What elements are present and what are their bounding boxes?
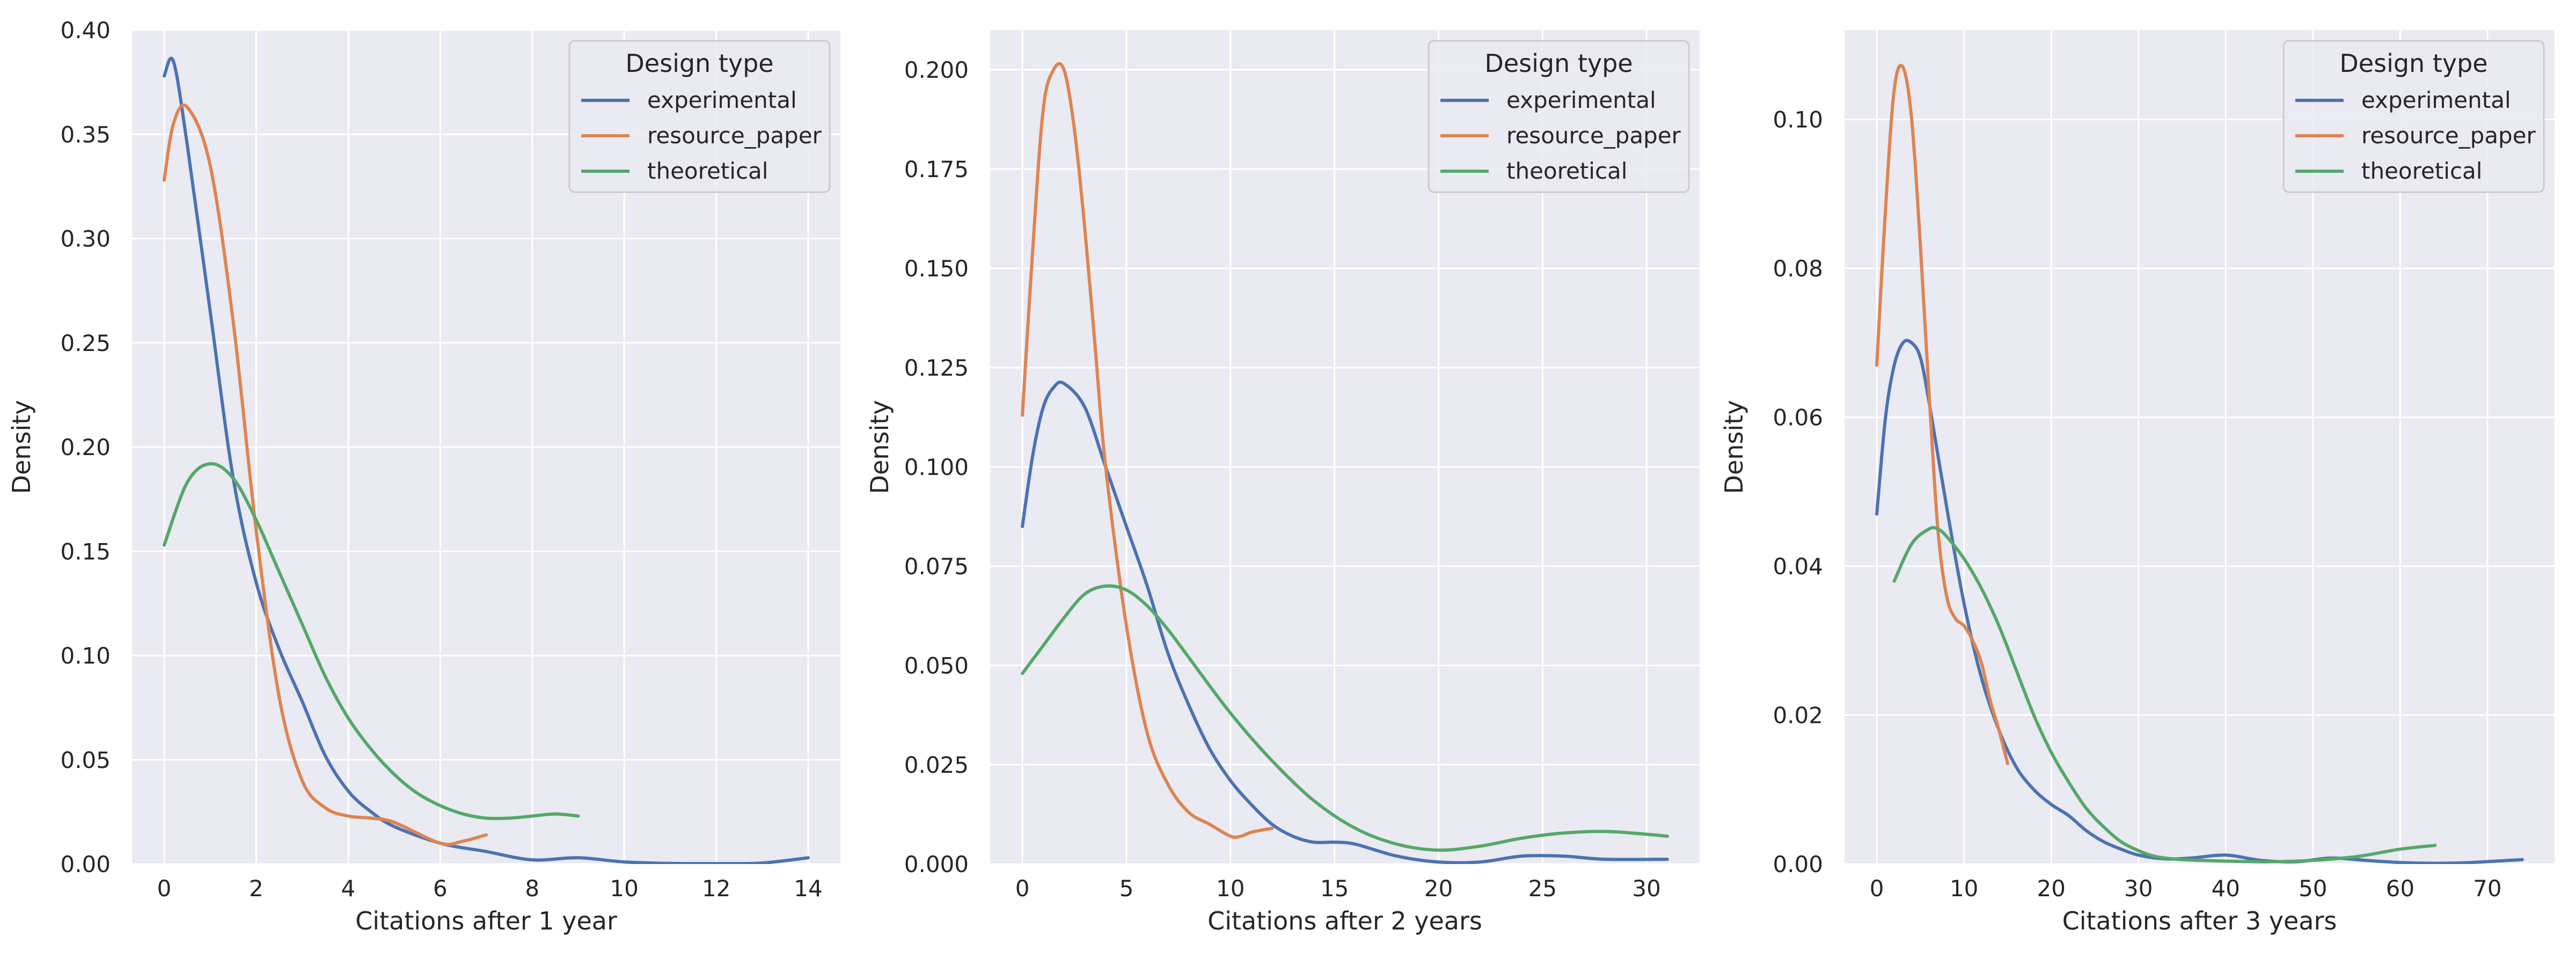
x-tick-label: 0 bbox=[1870, 875, 1884, 902]
x-tick-label: 40 bbox=[2212, 875, 2240, 902]
x-tick-label: 14 bbox=[794, 875, 822, 902]
x-tick-label: 10 bbox=[610, 875, 638, 902]
y-tick-label: 0.175 bbox=[904, 156, 969, 182]
chart-panel-1: 0 2 4 6 8 10 12 14 0.00 0.05 0.10 0.15 0.20 0.25 0.30 0… bbox=[7, 17, 840, 935]
x-tick-label: 70 bbox=[2473, 875, 2501, 902]
x-tick-label: 12 bbox=[702, 875, 730, 902]
series-line-resource_paper bbox=[163, 103, 488, 846]
x-tick-label: 4 bbox=[341, 875, 355, 902]
x-tick-label: 25 bbox=[1528, 875, 1557, 902]
y-tick-label: 0.100 bbox=[904, 454, 969, 480]
x-tick-label: 50 bbox=[2299, 875, 2327, 902]
x-axis-label: Citations after 1 year bbox=[355, 906, 617, 935]
series-line-theoretical bbox=[1021, 584, 1669, 852]
y-tick-label: 0.02 bbox=[1773, 702, 1823, 729]
y-axis-label: Density bbox=[865, 400, 894, 494]
x-tick-label: 0 bbox=[1015, 875, 1030, 902]
y-tick-label: 0.04 bbox=[1773, 553, 1823, 580]
x-tick-label: 8 bbox=[525, 875, 539, 902]
y-axis-label: Density bbox=[7, 400, 36, 494]
x-tick-label: 15 bbox=[1320, 875, 1349, 902]
y-tick-label: 0.000 bbox=[904, 851, 969, 877]
x-tick-label: 10 bbox=[1216, 875, 1245, 902]
chart-panel-2: 0 5 10 15 20 25 30 0.000 0.025 0.050 0.075 0.100 0.1… bbox=[865, 30, 1700, 935]
series-line-resource_paper bbox=[1021, 62, 1274, 839]
y-tick-label: 0.025 bbox=[904, 752, 969, 778]
x-tick-label: 30 bbox=[2124, 875, 2153, 902]
y-tick-label: 0.15 bbox=[60, 538, 111, 565]
legend-title: Design type bbox=[625, 49, 773, 78]
legend: Design type experimental resource_paperthe… bbox=[568, 40, 831, 193]
x-tick-label: 10 bbox=[1950, 875, 1978, 902]
legend: Design type experimental resource_paperthe… bbox=[2282, 40, 2545, 193]
x-tick-label: 20 bbox=[2037, 875, 2065, 902]
y-tick-label: 0.25 bbox=[60, 330, 111, 356]
legend-label-resource_paper: resource_paper bbox=[2361, 122, 2536, 149]
y-axis-label: Density bbox=[1719, 400, 1748, 494]
legend-label-experimental: experimental bbox=[647, 87, 797, 113]
x-axis-label: Citations after 2 years bbox=[1208, 906, 1482, 935]
y-tick-label: 0.20 bbox=[60, 434, 111, 460]
y-tick-label: 0.30 bbox=[60, 226, 111, 252]
series-line-resource_paper bbox=[1875, 63, 2009, 765]
legend-box bbox=[2282, 40, 2545, 193]
x-tick-label: 6 bbox=[433, 875, 448, 902]
x-tick-label: 0 bbox=[157, 875, 172, 902]
y-tick-label: 0.10 bbox=[1773, 107, 1823, 133]
legend-label-theoretical: theoretical bbox=[1506, 158, 1627, 184]
y-tick-label: 0.05 bbox=[60, 747, 111, 773]
y-tick-label: 0.35 bbox=[60, 121, 111, 148]
y-tick-label: 0.08 bbox=[1773, 255, 1823, 282]
x-tick-label: 20 bbox=[1424, 875, 1453, 902]
legend-title: Design type bbox=[1484, 49, 1633, 78]
y-tick-label: 0.125 bbox=[904, 355, 969, 381]
legend-title: Design type bbox=[2339, 49, 2487, 78]
legend-label-experimental: experimental bbox=[1506, 87, 1656, 113]
y-tick-label: 0.40 bbox=[60, 17, 111, 43]
legend-box bbox=[1428, 40, 1690, 193]
y-tick-label: 0.06 bbox=[1773, 405, 1823, 431]
y-tick-label: 0.150 bbox=[904, 255, 969, 282]
series-line-theoretical bbox=[1892, 525, 2437, 863]
y-tick-label: 0.200 bbox=[904, 57, 969, 83]
x-axis-label: Citations after 3 years bbox=[2062, 906, 2337, 935]
x-tick-label: 30 bbox=[1632, 875, 1660, 902]
legend-label-resource_paper: resource_paper bbox=[1506, 122, 1681, 149]
legend-label-theoretical: theoretical bbox=[2361, 158, 2482, 184]
x-tick-label: 5 bbox=[1119, 875, 1134, 902]
series-line-experimental bbox=[163, 56, 810, 864]
legend-label-resource_paper: resource_paper bbox=[647, 122, 822, 149]
legend: Design type experimental resource_paperthe… bbox=[1428, 40, 1690, 193]
series-line-theoretical bbox=[163, 462, 580, 821]
y-tick-label: 0.075 bbox=[904, 553, 969, 580]
legend-label-theoretical: theoretical bbox=[647, 158, 768, 184]
legend-box bbox=[568, 40, 831, 193]
y-tick-label: 0.00 bbox=[1773, 851, 1823, 877]
series-line-experimental bbox=[1021, 380, 1669, 864]
y-tick-label: 0.050 bbox=[904, 653, 969, 679]
x-tick-label: 60 bbox=[2386, 875, 2414, 902]
y-tick-label: 0.10 bbox=[60, 643, 111, 669]
legend-label-experimental: experimental bbox=[2361, 87, 2511, 113]
y-tick-label: 0.00 bbox=[60, 851, 111, 877]
chart-panel-3: 0 10 20 30 40 50 60 70 0.00 0.02 0.04 0.06 0.08 0.10 C… bbox=[1719, 30, 2555, 935]
x-tick-label: 2 bbox=[249, 875, 264, 902]
